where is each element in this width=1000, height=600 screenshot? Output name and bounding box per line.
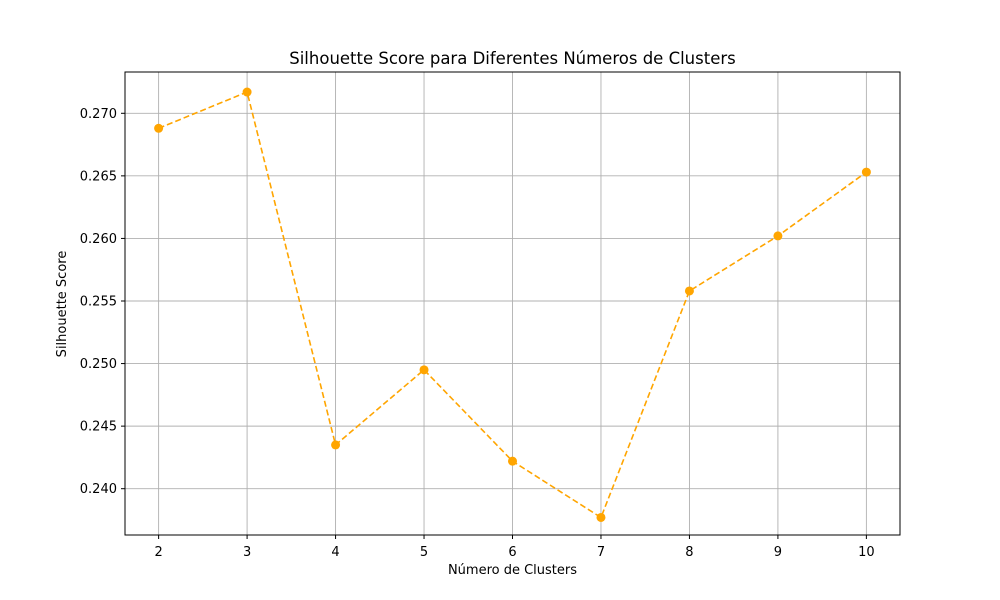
x-tick-label: 8 — [685, 545, 693, 560]
data-point — [242, 87, 252, 97]
data-point — [331, 440, 341, 450]
data-point — [154, 123, 164, 133]
x-tick-label: 7 — [597, 545, 605, 560]
x-tick-label: 6 — [508, 545, 516, 560]
x-tick-label: 2 — [154, 545, 162, 560]
x-tick-label: 10 — [858, 545, 875, 560]
y-tick-label: 0.260 — [80, 232, 117, 247]
x-tick-label: 9 — [774, 545, 782, 560]
y-tick-label: 0.245 — [80, 420, 117, 435]
y-tick-label: 0.265 — [80, 169, 117, 184]
axis-ticks: 2 3 4 5 6 7 8 9 10 0.240 0.245 0.250 0.255 0.260 0.265… — [80, 107, 875, 560]
series-layer — [154, 87, 871, 522]
y-tick-label: 0.240 — [80, 482, 117, 497]
data-point — [508, 456, 517, 466]
y-tick-label: 0.250 — [80, 357, 117, 372]
data-point — [861, 167, 871, 177]
x-tick-label: 3 — [243, 545, 251, 560]
y-tick-label: 0.270 — [80, 107, 117, 122]
data-point — [684, 286, 694, 296]
data-point — [773, 231, 783, 241]
grid-lines — [125, 72, 900, 535]
y-tick-label: 0.255 — [80, 294, 117, 309]
x-tick-label: 5 — [420, 545, 428, 560]
data-point — [596, 512, 606, 522]
x-tick-label: 4 — [331, 545, 339, 560]
y-axis-label: Silhouette Score — [55, 251, 70, 358]
x-axis-label: Número de Clusters — [448, 563, 577, 578]
data-point — [419, 365, 429, 375]
chart-title: Silhouette Score para Diferentes Números… — [289, 49, 735, 68]
